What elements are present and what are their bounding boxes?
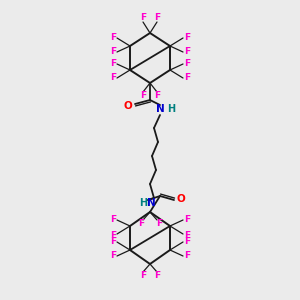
Text: F: F xyxy=(140,14,146,22)
Text: F: F xyxy=(110,47,116,56)
Text: O: O xyxy=(177,194,185,204)
Text: F: F xyxy=(184,74,190,82)
Text: F: F xyxy=(184,251,190,260)
Text: F: F xyxy=(184,238,190,247)
Text: F: F xyxy=(184,215,190,224)
Text: F: F xyxy=(110,34,116,43)
Text: N: N xyxy=(147,198,155,208)
Text: F: F xyxy=(156,218,162,227)
Text: F: F xyxy=(110,59,116,68)
Text: F: F xyxy=(140,92,146,100)
Text: F: F xyxy=(184,59,190,68)
Text: F: F xyxy=(110,238,116,247)
Text: F: F xyxy=(184,47,190,56)
Text: F: F xyxy=(154,272,160,280)
Text: O: O xyxy=(124,101,132,111)
Text: H: H xyxy=(167,104,175,114)
Text: F: F xyxy=(110,215,116,224)
Text: H: H xyxy=(139,198,147,208)
Text: F: F xyxy=(138,218,144,227)
Text: F: F xyxy=(140,272,146,280)
Text: F: F xyxy=(154,92,160,100)
Text: F: F xyxy=(110,251,116,260)
Text: F: F xyxy=(184,32,190,41)
Text: F: F xyxy=(110,230,116,239)
Text: F: F xyxy=(154,14,160,22)
Text: F: F xyxy=(184,230,190,239)
Text: F: F xyxy=(110,74,116,82)
Text: N: N xyxy=(156,104,164,114)
